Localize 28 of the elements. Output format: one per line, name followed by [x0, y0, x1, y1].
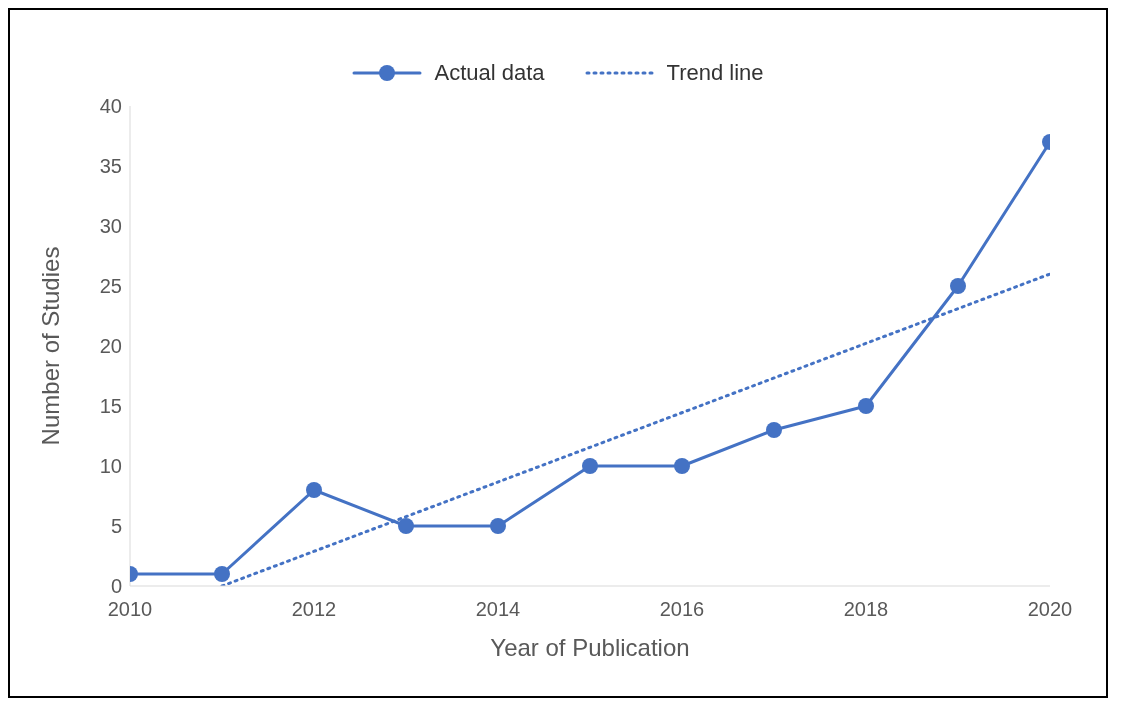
- x-tick-label: 2014: [475, 598, 521, 621]
- point: [858, 398, 874, 414]
- x-tick-label: 2016: [659, 598, 705, 621]
- y-tick-label: 20: [99, 335, 122, 358]
- point: [398, 518, 414, 534]
- x-tick-label: 2012: [291, 598, 337, 621]
- y-tick-label: 30: [99, 215, 122, 238]
- point: [306, 482, 322, 498]
- legend-label: Trend line: [666, 60, 764, 86]
- legend-label: Actual data: [434, 60, 545, 86]
- x-axis-title: Year of Publication: [490, 634, 690, 661]
- point: [950, 278, 966, 294]
- x-tick-label: 2010: [107, 598, 153, 621]
- point: [214, 566, 230, 582]
- point: [582, 458, 598, 474]
- y-axis-title: Number of Studies: [36, 246, 64, 446]
- y-tick-label: 35: [99, 155, 122, 178]
- x-tick-label: 2018: [843, 598, 889, 621]
- y-tick-label: 40: [99, 95, 122, 118]
- y-tick-label: 25: [99, 275, 122, 298]
- point: [674, 458, 690, 474]
- x-tick-label: 2020: [1027, 598, 1073, 621]
- y-tick-label: 10: [99, 455, 122, 478]
- y-tick-label: 15: [99, 395, 122, 418]
- y-tick-label: 0: [110, 575, 122, 598]
- y-tick-label: 5: [110, 515, 122, 538]
- point: [766, 422, 782, 438]
- point: [490, 518, 506, 534]
